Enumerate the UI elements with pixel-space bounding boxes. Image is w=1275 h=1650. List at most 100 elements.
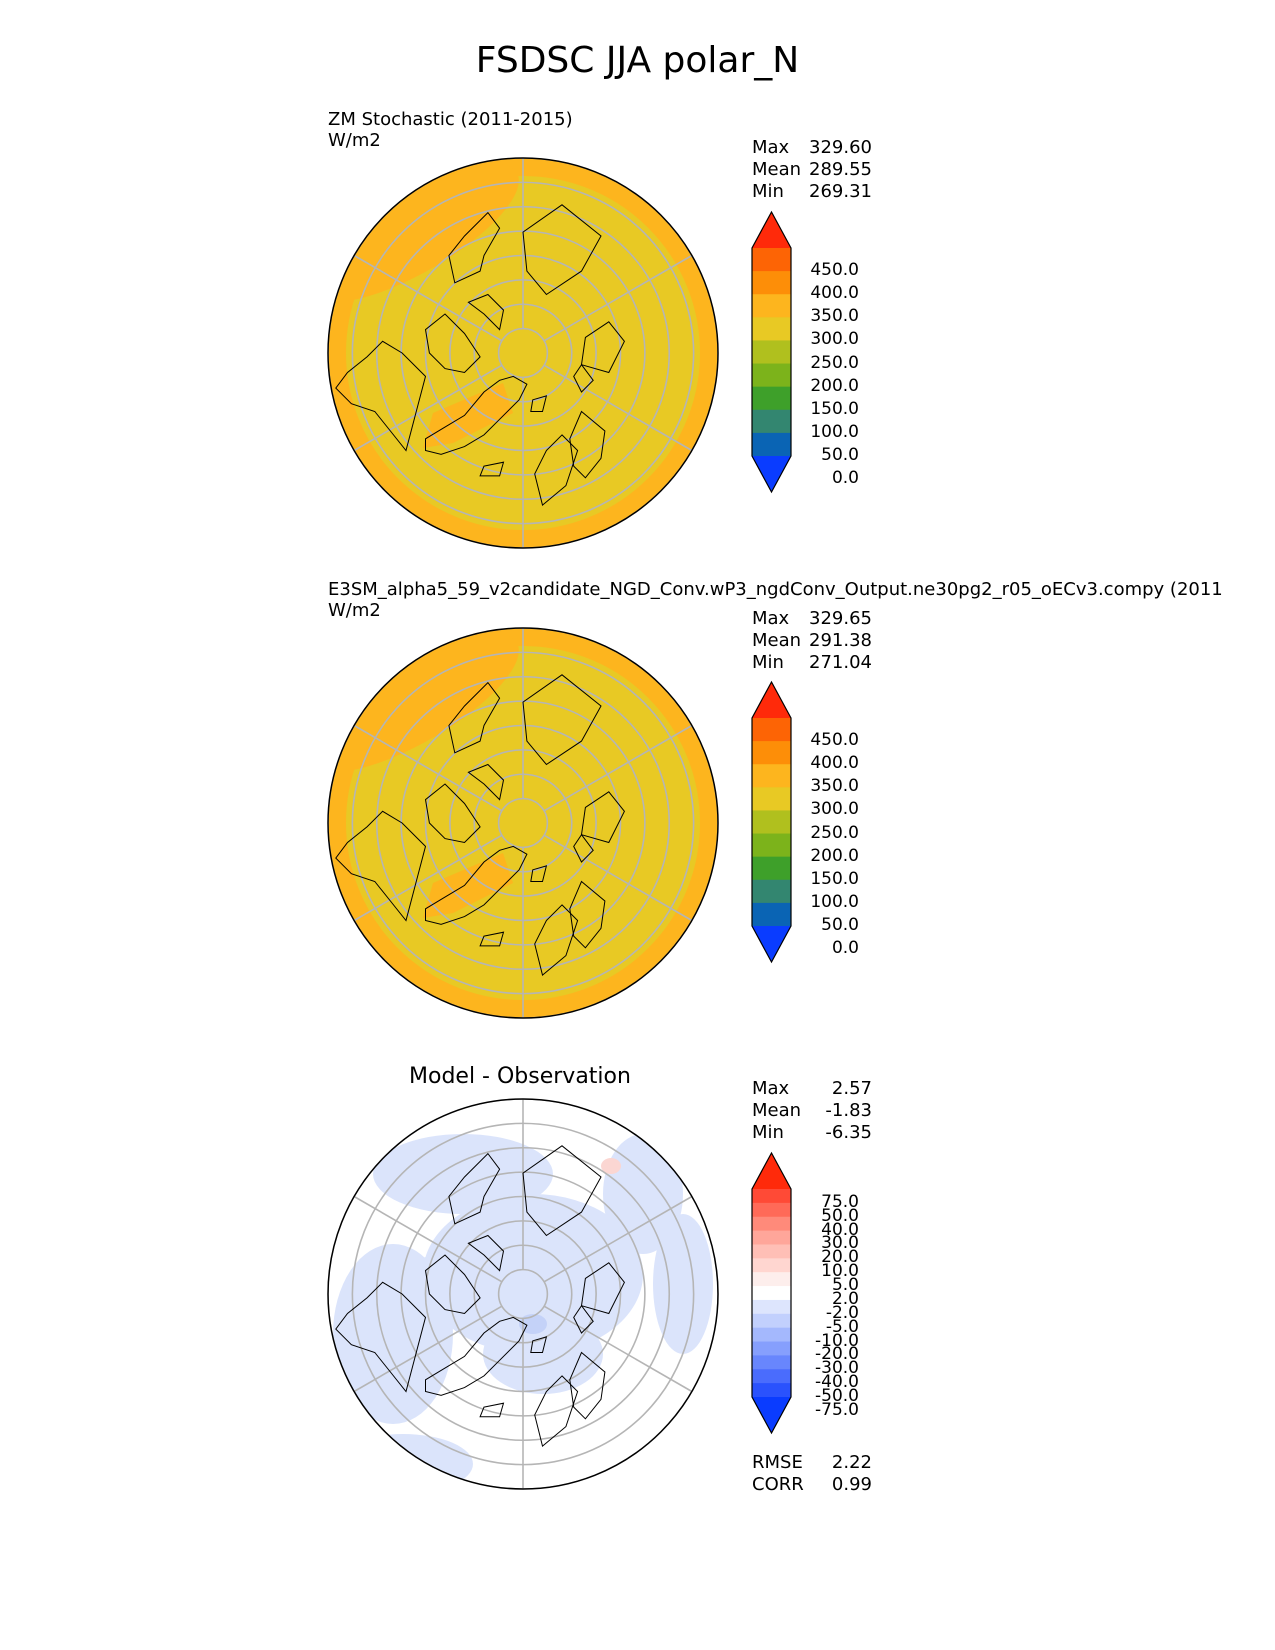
colorbar-tick-label: 50.0: [821, 915, 859, 935]
stronger-negative-anomaly: [519, 1314, 547, 1334]
colorbar-tick-label: 450.0: [810, 730, 859, 751]
colorbar-segment: [752, 856, 791, 881]
colorbar-segment: [752, 718, 791, 742]
coastline: [573, 363, 594, 393]
coastline: [569, 880, 606, 949]
panel-3-metrics: RMSE 2.22 CORR 0.99: [752, 1452, 872, 1496]
panel-3-stat-mean: Mean -1.83: [752, 1100, 872, 1121]
colorbar-tick-label: 150.0: [810, 398, 859, 419]
colorbar-tick-label: 30.0: [821, 1233, 859, 1254]
panel-1-units: W/m2: [328, 130, 381, 151]
colorbar-extend-min: [752, 456, 791, 492]
panel-1-stat-min: Min 269.31: [752, 181, 872, 202]
colorbar-tick-label: 50.0: [821, 445, 859, 465]
coastline: [580, 1262, 625, 1315]
coastline: [424, 313, 481, 374]
colorbar-tick-label: -10.0: [815, 1330, 859, 1351]
colorbar-segment: [752, 810, 791, 835]
coastline: [534, 434, 579, 506]
colorbar-segment: [752, 409, 791, 434]
coastline: [479, 931, 505, 947]
coastline: [530, 1336, 548, 1353]
colorbar-segment: [752, 340, 791, 365]
colorbar-tick-label: 75.0: [821, 1191, 859, 1212]
polar-map-1: [327, 157, 719, 549]
coastline: [522, 674, 602, 766]
colorbar-1: [751, 210, 792, 494]
meridian-gridline: [543, 834, 693, 922]
panel-3-title: Model - Observation: [409, 1064, 631, 1089]
panel-3-stat-min: Min -6.35: [752, 1122, 872, 1143]
colorbar-tick-label: 2.0: [831, 1288, 859, 1309]
colorbar-extend-min: [752, 1397, 791, 1433]
colorbar-tick-label: -5.0: [825, 1316, 859, 1337]
negative-anomaly-region: [403, 1254, 483, 1314]
coastline: [530, 865, 548, 882]
colorbar-segment: [752, 317, 791, 341]
panel-1-stats: Max 329.60 Mean 289.55 Min 269.31: [752, 137, 872, 203]
map-boundary: [327, 157, 719, 549]
colorbar-segment: [752, 1216, 791, 1232]
colorbar-2: [751, 680, 792, 964]
coastline: [569, 410, 606, 479]
warm-region-greenland: [423, 383, 513, 448]
colorbar-segment: [752, 386, 791, 411]
panel-2-name: E3SM_alpha5_59_v2candidate_NGD_Conv.wP3_…: [328, 579, 1223, 600]
coastline: [335, 1281, 427, 1393]
colorbar-segment: [752, 1272, 791, 1287]
colorbar-tick-label: 250.0: [810, 822, 859, 843]
meridian-gridline: [353, 724, 503, 812]
colorbar-tick-label: 0.0: [831, 938, 859, 959]
colorbar-segment: [752, 1327, 791, 1343]
polar-map-3: [327, 1098, 719, 1490]
coastline: [424, 1254, 481, 1315]
colorbar-extend-max: [752, 682, 791, 718]
colorbar-segment: [752, 1202, 791, 1218]
negative-anomaly-region: [483, 1314, 603, 1394]
meridian-gridline: [353, 254, 503, 342]
coastline: [448, 1152, 501, 1225]
colorbar-segment: [752, 432, 791, 457]
colorbar-segment: [752, 1258, 791, 1273]
negative-anomaly-region: [373, 1134, 553, 1214]
colorbar-tick-label: 100.0: [810, 891, 859, 912]
polar-map-2: [327, 627, 719, 1019]
colorbar-tick-label: -30.0: [815, 1358, 859, 1379]
colorbar-segment: [752, 1286, 791, 1301]
colorbar-tick-label: 450.0: [810, 260, 859, 281]
colorbar-tick-label: 50.0: [821, 1205, 859, 1226]
colorbar-segment: [752, 1299, 791, 1315]
colorbar-segment: [752, 741, 791, 765]
colorbar-tick-label: 200.0: [810, 845, 859, 866]
colorbar-tick-label: -20.0: [815, 1344, 859, 1365]
coastline: [425, 1316, 528, 1396]
positive-anomaly-region: [601, 1158, 621, 1174]
meridian-gridline: [353, 364, 503, 452]
colorbar-segment: [752, 902, 791, 927]
coastline: [467, 293, 505, 331]
colorbar-tick-label: 400.0: [810, 283, 859, 304]
coastline: [335, 810, 427, 922]
coastline: [479, 1402, 505, 1418]
panel-2-stat-mean: Mean 291.38: [752, 630, 872, 651]
map-boundary: [327, 627, 719, 1019]
colorbar-segment: [752, 294, 791, 318]
panel-1-title: ZM Stochastic (2011-2015) W/m2: [328, 109, 573, 151]
colorbar-tick-label: -2.0: [825, 1302, 859, 1323]
coastline: [467, 763, 505, 801]
colorbar-3: [751, 1151, 792, 1435]
coastline: [534, 904, 579, 976]
panel-2-stat-min: Min 271.04: [752, 652, 872, 673]
warm-region-pacific: [328, 633, 519, 773]
meridian-gridline: [353, 1305, 503, 1393]
colorbar-segment: [752, 833, 791, 858]
colorbar-tick-label: -40.0: [815, 1372, 859, 1393]
coastline: [448, 211, 501, 284]
meridian-gridline: [353, 1195, 503, 1283]
colorbar-outline: [751, 680, 792, 964]
warm-region-greenland: [423, 853, 513, 918]
colorbar-segment: [752, 787, 791, 811]
coastline: [580, 321, 625, 374]
coastline: [425, 845, 528, 925]
meridian-gridline: [543, 364, 693, 452]
